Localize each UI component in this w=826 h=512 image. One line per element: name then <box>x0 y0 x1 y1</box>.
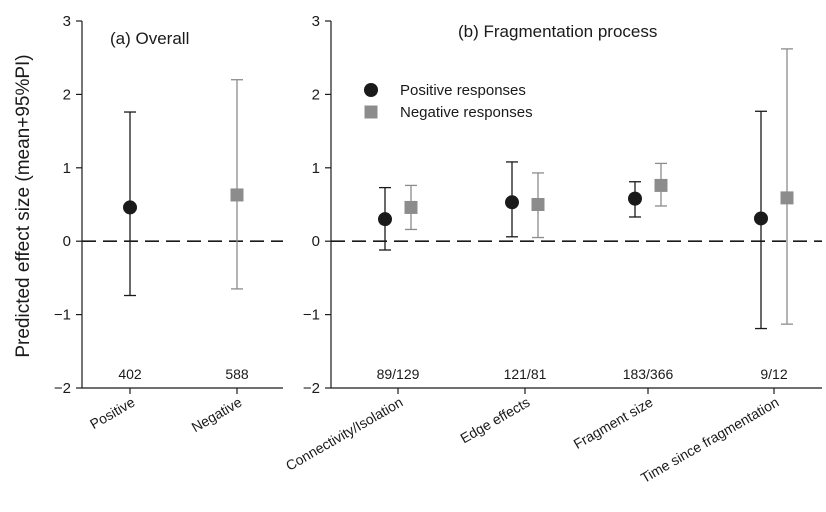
panel-b-title: (b) Fragmentation process <box>458 22 657 41</box>
negative-mean-marker <box>404 200 418 214</box>
positive-mean-marker <box>505 195 519 210</box>
y-tick-label: −2 <box>303 380 320 397</box>
sample-size-label: 121/81 <box>504 366 547 382</box>
y-tick-label: 0 <box>63 233 71 250</box>
sample-size-label: 183/366 <box>623 366 674 382</box>
y-tick-label: −1 <box>54 307 71 324</box>
y-tick-label: 2 <box>63 86 71 103</box>
positive-mean-marker <box>123 200 137 215</box>
positive-mean-marker <box>754 211 768 226</box>
panel-fragmentation-process: −2 −1 0 1 2 3 (b) Fragmentation process Positiv… <box>283 13 822 486</box>
panel-overall: −2 −1 0 1 2 3 (a) Overall 402 Positive 588 Negativ… <box>54 13 283 435</box>
x-category-label: Connectivity/Isolation <box>283 394 406 474</box>
y-tick-label: −2 <box>54 380 71 397</box>
positive-mean-marker <box>378 212 392 227</box>
legend: Positive responses Negative responses <box>364 82 533 121</box>
x-category-label: Time since fragmentation <box>638 394 782 486</box>
positive-mean-marker <box>628 191 642 206</box>
sample-size-label: 89/129 <box>377 366 420 382</box>
negative-mean-marker <box>780 191 794 205</box>
y-tick-label: 3 <box>63 13 71 30</box>
sample-size-label: 402 <box>118 366 142 382</box>
legend-label-negative: Negative responses <box>400 104 533 121</box>
negative-mean-marker <box>531 198 545 211</box>
positive-mean-marker <box>364 83 378 97</box>
x-category-label: Fragment size <box>571 394 656 452</box>
x-category-label: Edge effects <box>457 394 532 447</box>
legend-label-positive: Positive responses <box>400 82 526 99</box>
sample-size-label: 9/12 <box>760 366 787 382</box>
negative-mean-marker <box>364 105 378 119</box>
y-tick-label: −1 <box>303 307 320 324</box>
y-tick-label: 1 <box>312 160 320 177</box>
y-tick-label: 3 <box>312 13 320 30</box>
sample-size-label: 588 <box>225 366 249 382</box>
y-tick-label: 0 <box>312 233 320 250</box>
x-category-label: Positive <box>87 394 138 432</box>
y-tick-label: 2 <box>312 86 320 103</box>
panel-a-title: (a) Overall <box>110 29 189 48</box>
negative-mean-marker <box>654 178 668 192</box>
x-category-label: Negative <box>189 394 245 436</box>
y-axis-label: Predicted effect size (mean+95%PI) <box>13 54 34 357</box>
negative-mean-marker <box>230 188 244 202</box>
y-tick-label: 1 <box>63 160 71 177</box>
